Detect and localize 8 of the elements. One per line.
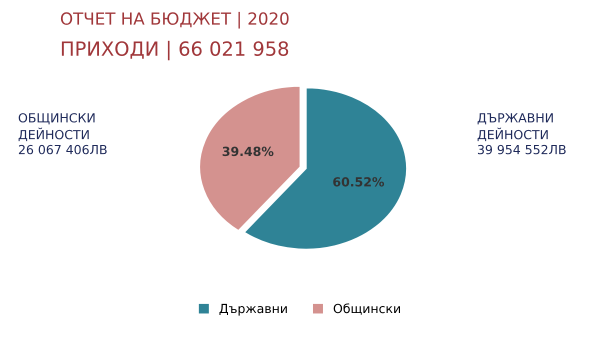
legend-label: Общински [334,303,400,315]
data-label: 60.52% [333,177,384,187]
data-label: 39.48% [222,146,274,156]
chart-title: ОТЧЕТ НА БЮДЖЕТ | 2020 [60,12,289,29]
text: ДЪРЖАВНИ ДЕЙНОСТИ 39 954 552ЛВ [478,113,566,154]
text: ОБЩИНСКИ ДЕЙНОСТИ 26 067 406ЛВ [18,113,107,154]
legend-label: Държавни [219,304,287,316]
chart-subtitle: ПРИХОДИ | 66 021 958 [62,40,288,60]
